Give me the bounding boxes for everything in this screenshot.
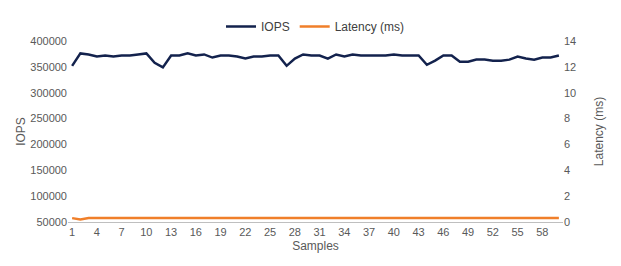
svg-text:49: 49	[462, 226, 474, 238]
svg-text:14: 14	[564, 35, 576, 47]
svg-text:4: 4	[94, 226, 100, 238]
svg-text:400000: 400000	[30, 35, 67, 47]
svg-text:25: 25	[264, 226, 276, 238]
svg-text:1: 1	[69, 226, 75, 238]
svg-text:19: 19	[215, 226, 227, 238]
svg-text:Samples: Samples	[292, 239, 339, 253]
svg-text:Latency (ms): Latency (ms)	[592, 97, 606, 166]
svg-text:10: 10	[140, 226, 152, 238]
svg-text:0: 0	[564, 216, 570, 228]
svg-text:16: 16	[190, 226, 202, 238]
svg-text:52: 52	[487, 226, 499, 238]
svg-text:58: 58	[536, 226, 548, 238]
svg-text:55: 55	[512, 226, 524, 238]
svg-text:13: 13	[165, 226, 177, 238]
svg-text:IOPS: IOPS	[261, 20, 290, 34]
svg-text:200000: 200000	[30, 138, 67, 150]
svg-text:22: 22	[239, 226, 251, 238]
svg-text:12: 12	[564, 61, 576, 73]
svg-text:50000: 50000	[36, 216, 67, 228]
svg-text:2: 2	[564, 190, 570, 202]
svg-text:31: 31	[314, 226, 326, 238]
svg-text:4: 4	[564, 164, 570, 176]
svg-text:34: 34	[338, 226, 350, 238]
svg-text:150000: 150000	[30, 164, 67, 176]
svg-text:8: 8	[564, 112, 570, 124]
svg-text:10: 10	[564, 87, 576, 99]
svg-text:6: 6	[564, 138, 570, 150]
svg-text:28: 28	[289, 226, 301, 238]
svg-text:46: 46	[437, 226, 449, 238]
svg-text:IOPS: IOPS	[14, 117, 28, 146]
svg-text:100000: 100000	[30, 190, 67, 202]
svg-text:300000: 300000	[30, 87, 67, 99]
svg-text:250000: 250000	[30, 112, 67, 124]
svg-text:Latency (ms): Latency (ms)	[335, 20, 404, 34]
svg-text:7: 7	[119, 226, 125, 238]
svg-text:40: 40	[388, 226, 400, 238]
svg-text:350000: 350000	[30, 61, 67, 73]
svg-text:37: 37	[363, 226, 375, 238]
svg-text:43: 43	[413, 226, 425, 238]
